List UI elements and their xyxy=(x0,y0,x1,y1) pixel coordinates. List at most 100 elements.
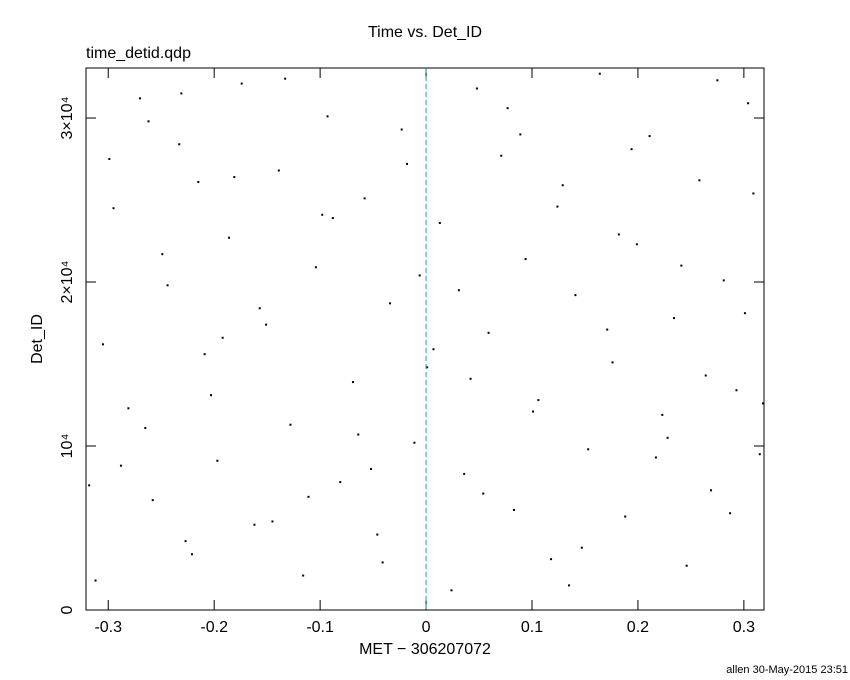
point xyxy=(450,589,453,592)
point xyxy=(240,82,243,85)
point xyxy=(672,317,675,320)
point xyxy=(127,407,130,410)
y-tick-label: 2×10⁴ xyxy=(59,260,76,303)
point xyxy=(101,343,104,346)
point xyxy=(197,180,200,183)
point xyxy=(302,574,305,577)
point xyxy=(418,274,421,277)
point xyxy=(88,484,91,487)
point xyxy=(704,374,707,377)
x-tick-label: 0.3 xyxy=(733,619,755,636)
point xyxy=(184,540,187,543)
point xyxy=(144,426,147,429)
point xyxy=(729,512,732,515)
point xyxy=(487,331,490,334)
point xyxy=(233,176,236,179)
point xyxy=(617,233,620,236)
point xyxy=(369,467,372,470)
point xyxy=(512,508,515,511)
point xyxy=(228,236,231,239)
point xyxy=(432,348,435,351)
point xyxy=(698,179,701,182)
plot-frame xyxy=(85,67,765,611)
point xyxy=(654,456,657,459)
point xyxy=(710,489,713,492)
point xyxy=(524,258,527,261)
point xyxy=(139,97,142,100)
point xyxy=(363,197,366,200)
point xyxy=(506,107,509,110)
point xyxy=(321,213,324,216)
point xyxy=(500,154,503,157)
point xyxy=(685,564,688,567)
point xyxy=(463,472,466,475)
point xyxy=(438,221,441,224)
point xyxy=(457,289,460,292)
point xyxy=(752,192,755,195)
point xyxy=(216,459,219,462)
point xyxy=(314,266,317,269)
point xyxy=(735,389,738,392)
point xyxy=(180,92,183,95)
point xyxy=(556,205,559,208)
point xyxy=(307,495,310,498)
point xyxy=(680,264,683,267)
point xyxy=(284,77,287,80)
point xyxy=(376,533,379,536)
x-tick-label: 0 xyxy=(422,619,431,636)
point xyxy=(475,87,478,90)
point xyxy=(580,546,583,549)
x-tick-label: -0.2 xyxy=(200,619,228,636)
point xyxy=(482,492,485,495)
chart-title: Time vs. Det_ID xyxy=(368,24,482,41)
point xyxy=(190,553,193,556)
point xyxy=(635,243,638,246)
y-tick-label: 3×10⁴ xyxy=(59,96,76,139)
point xyxy=(166,284,169,287)
point xyxy=(761,402,764,405)
point xyxy=(339,481,342,484)
point xyxy=(648,135,651,138)
x-tick-label: 0.2 xyxy=(627,619,649,636)
point xyxy=(94,579,97,582)
point xyxy=(666,436,669,439)
point xyxy=(598,72,601,75)
point xyxy=(351,381,354,384)
y-axis-label: Det_ID xyxy=(29,314,46,364)
point xyxy=(400,128,403,131)
point xyxy=(469,377,472,380)
x-tick-label: -0.3 xyxy=(94,619,122,636)
point xyxy=(112,207,115,210)
footer: allen 30-May-2015 23:51 xyxy=(726,664,848,676)
point xyxy=(537,399,540,402)
chart-subtitle: time_detid.qdp xyxy=(86,45,191,62)
point xyxy=(611,361,614,364)
point xyxy=(426,366,429,369)
point xyxy=(277,169,280,172)
point xyxy=(210,394,213,397)
point xyxy=(203,353,206,356)
point xyxy=(289,423,292,426)
point xyxy=(568,584,571,587)
point xyxy=(722,279,725,282)
point xyxy=(108,158,111,161)
point xyxy=(561,184,564,187)
y-tick-label: 10⁴ xyxy=(59,434,76,459)
point xyxy=(519,133,522,136)
point xyxy=(532,410,535,413)
point xyxy=(587,448,590,451)
point xyxy=(405,162,408,165)
point xyxy=(630,148,633,151)
point xyxy=(606,328,609,331)
point xyxy=(381,561,384,564)
point xyxy=(743,312,746,315)
point xyxy=(178,143,181,146)
x-tick-label: 0.1 xyxy=(521,619,543,636)
x-tick-label: -0.1 xyxy=(306,619,334,636)
point xyxy=(661,413,664,416)
point xyxy=(151,499,154,502)
point xyxy=(389,302,392,305)
point xyxy=(271,520,274,523)
point xyxy=(550,558,553,561)
